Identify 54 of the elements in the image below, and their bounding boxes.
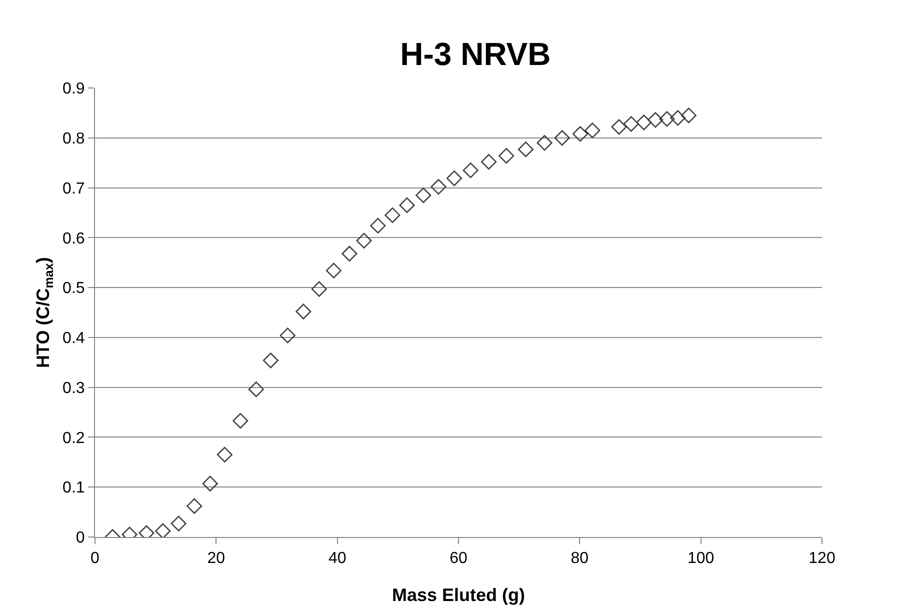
point (311, 281, 327, 297)
y-tick-label: 0.5 (62, 280, 85, 298)
point (186, 498, 202, 514)
point (248, 382, 264, 398)
point (623, 116, 639, 132)
point (342, 246, 358, 262)
point (430, 178, 446, 195)
point (202, 476, 218, 492)
x-tick-label: 100 (687, 550, 714, 568)
x-axis-title: Mass Eluted (g) (392, 585, 526, 605)
point (554, 130, 570, 146)
y-tick-label: 0.8 (62, 130, 85, 148)
x-tick-label: 60 (450, 550, 468, 568)
point (356, 232, 372, 248)
y-tick-label: 0.7 (62, 180, 85, 198)
point (296, 304, 312, 320)
point (232, 412, 248, 429)
x-tick-label: 40 (328, 550, 346, 568)
point (636, 114, 652, 130)
x-tick-label: 80 (570, 550, 589, 568)
y-tick-label: 0.6 (62, 230, 85, 248)
point (659, 111, 675, 127)
point (216, 446, 232, 462)
point (536, 135, 552, 151)
point (370, 218, 386, 234)
point (518, 142, 534, 158)
y-tick-label: 0.4 (62, 330, 85, 348)
y-tick-label: 0.1 (62, 480, 85, 497)
y-tick-label: 0.3 (62, 380, 85, 397)
point (416, 187, 432, 204)
point (446, 170, 462, 186)
point (498, 148, 514, 164)
point (384, 207, 400, 224)
point (280, 328, 296, 344)
point (480, 154, 497, 170)
y-tick-label: 0 (76, 530, 85, 547)
point (262, 352, 278, 368)
x-tick-label: 120 (808, 550, 836, 568)
point (462, 162, 478, 178)
point (680, 108, 697, 124)
point (611, 119, 627, 135)
x-tick-label: 0 (90, 550, 100, 568)
chart-title: H-3 NRVB (400, 36, 551, 72)
point (155, 523, 171, 537)
point (326, 262, 342, 278)
point (648, 112, 664, 128)
y-tick-label: 0.9 (62, 80, 85, 98)
y-tick-label: 0.2 (62, 430, 85, 447)
point (670, 110, 686, 126)
point (572, 126, 588, 142)
point (170, 516, 186, 532)
point (399, 197, 415, 214)
x-tick-label: 20 (207, 550, 226, 568)
point (584, 122, 600, 138)
